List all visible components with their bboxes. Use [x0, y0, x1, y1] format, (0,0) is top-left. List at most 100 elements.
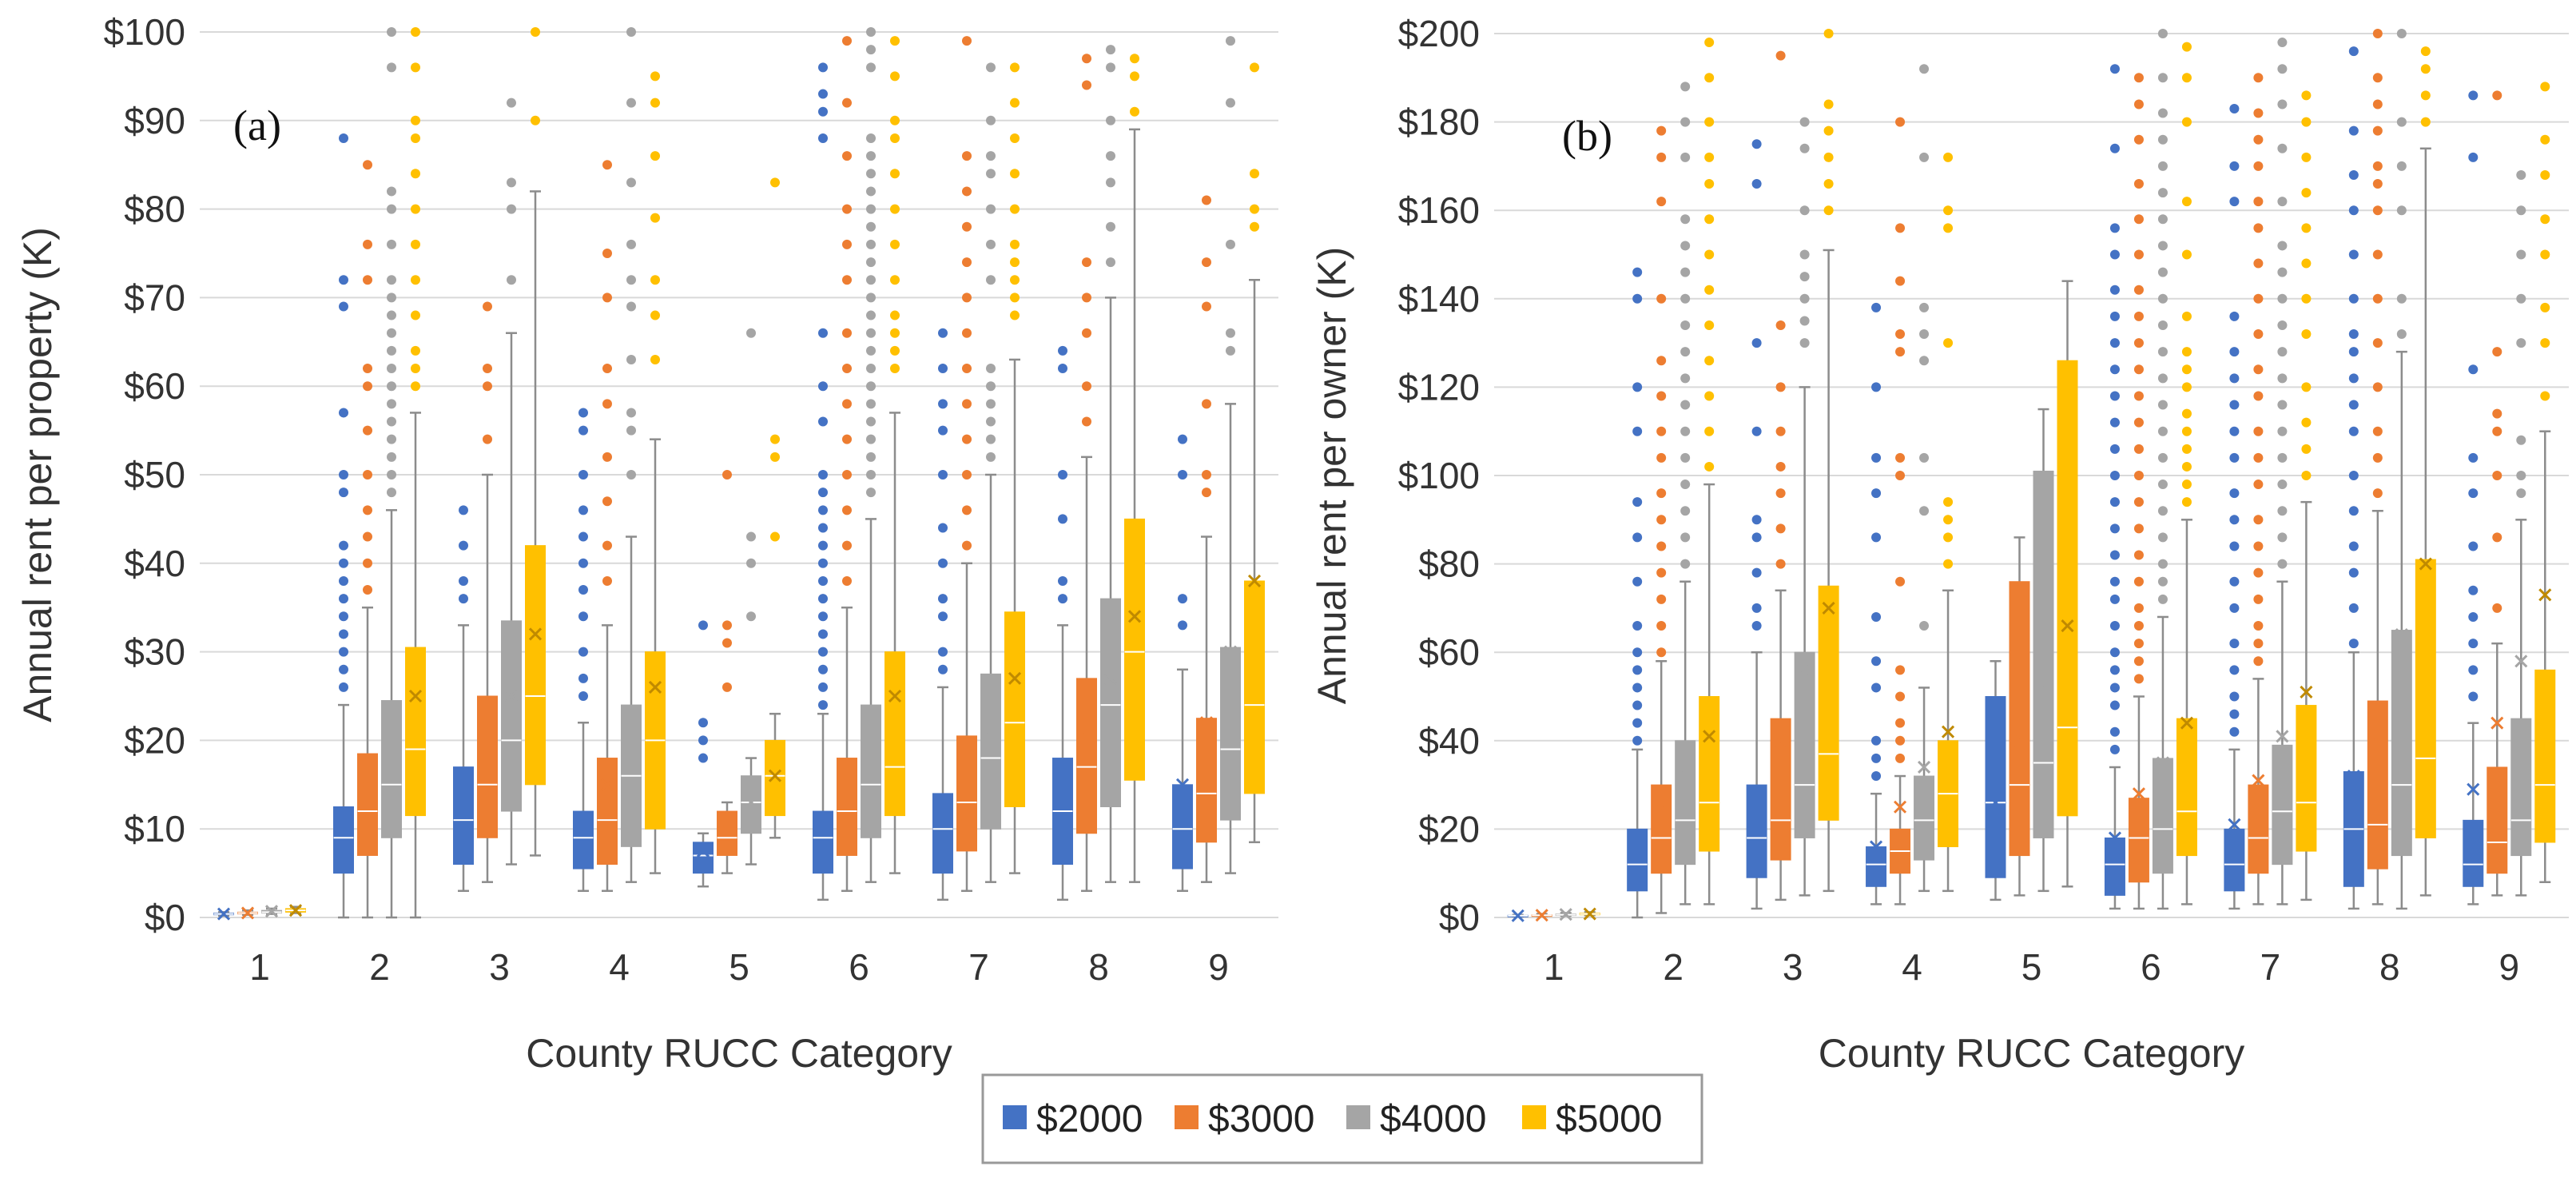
- box-8-5000: [1124, 54, 1145, 883]
- box-9-2000: [2463, 90, 2484, 905]
- outlier-point: [818, 328, 828, 338]
- outlier-point: [1919, 506, 1930, 516]
- outlier-point: [818, 523, 828, 533]
- outlier-point: [2109, 726, 2120, 737]
- outlier-point: [986, 364, 996, 374]
- outlier-point: [962, 364, 972, 374]
- box-9-3000: [1196, 195, 1217, 883]
- box-8-3000: [2367, 29, 2388, 905]
- outlier-point: [1871, 532, 1882, 543]
- box-5-5000: [765, 177, 785, 839]
- outlier-point: [2157, 161, 2168, 171]
- outlier-point: [890, 169, 900, 179]
- outlier-point: [411, 27, 420, 37]
- mean-marker: [2300, 685, 2313, 699]
- box-2-4000: [381, 27, 402, 919]
- iqr-box: [2248, 784, 2269, 874]
- outlier-point: [842, 470, 852, 480]
- outlier-point: [1943, 559, 1954, 569]
- outlier-point: [1823, 99, 1834, 109]
- outlier-point: [746, 531, 756, 542]
- outlier-point: [1751, 426, 1762, 436]
- outlier-point: [1895, 452, 1906, 463]
- outlier-point: [2229, 726, 2240, 737]
- legend-swatch-3000: [1175, 1105, 1199, 1129]
- outlier-point: [1823, 152, 1834, 162]
- outlier-point: [1010, 62, 1020, 73]
- outlier-point: [2468, 364, 2479, 375]
- outlier-point: [2133, 73, 2144, 83]
- outlier-point: [1775, 320, 1786, 330]
- outlier-point: [866, 364, 876, 374]
- outlier-point: [746, 558, 756, 568]
- outlier-point: [698, 735, 708, 746]
- iqr-box: [980, 673, 1001, 830]
- iqr-box: [2534, 669, 2556, 843]
- outlier-point: [1010, 98, 1020, 108]
- outlier-point: [1250, 62, 1259, 73]
- outlier-point: [986, 115, 996, 125]
- box-1-5000: [1579, 907, 1600, 921]
- outlier-point: [2133, 285, 2144, 295]
- mean-marker: [336, 822, 351, 836]
- iqr-box: [1818, 585, 1839, 821]
- outlier-point: [1632, 647, 1643, 658]
- y-tick-label: $80: [1418, 543, 1480, 585]
- box-7-5000: [1004, 62, 1025, 874]
- box-1-3000: [237, 906, 258, 920]
- panel-b-y-axis-title: Annual rent per owner (K): [1310, 247, 1354, 705]
- outlier-point: [339, 664, 348, 675]
- outlier-point: [2109, 550, 2120, 560]
- mean-marker: [2395, 628, 2408, 642]
- outlier-point: [2277, 559, 2288, 569]
- legend-label-3000: $3000: [1208, 1098, 1314, 1140]
- outlier-point: [2468, 611, 2479, 622]
- outlier-point: [2348, 347, 2359, 357]
- outlier-point: [387, 239, 396, 249]
- mean-marker: [384, 734, 399, 747]
- outlier-point: [1632, 267, 1643, 277]
- outlier-point: [2540, 82, 2550, 92]
- outlier-point: [1632, 382, 1643, 392]
- outlier-point: [339, 470, 348, 480]
- outlier-point: [818, 106, 828, 117]
- x-tick-label: 2: [1663, 946, 1684, 988]
- box-8-5000: [2415, 46, 2436, 897]
- outlier-point: [387, 204, 396, 214]
- mean-marker: [936, 814, 950, 827]
- mean-marker: [1127, 610, 1142, 623]
- outlier-point: [2516, 169, 2526, 180]
- mean-marker: [1893, 800, 1907, 814]
- outlier-point: [818, 629, 828, 639]
- box-3-4000: [501, 98, 522, 866]
- outlier-point: [602, 160, 612, 170]
- outlier-point: [531, 115, 540, 125]
- mean-marker: [480, 742, 495, 756]
- outlier-point: [986, 169, 996, 179]
- outlier-point: [387, 416, 396, 427]
- mean-marker: [2156, 756, 2170, 770]
- y-tick-label: $80: [124, 189, 185, 230]
- outlier-point: [962, 540, 972, 551]
- outlier-point: [1656, 567, 1667, 578]
- panel-a-label: (a): [233, 101, 281, 149]
- outlier-point: [411, 381, 420, 392]
- outlier-point: [698, 620, 708, 631]
- outlier-point: [1751, 621, 1762, 631]
- box-9-4000: [1220, 36, 1241, 874]
- outlier-point: [2229, 426, 2240, 436]
- outlier-point: [1058, 364, 1067, 374]
- outlier-point: [866, 239, 876, 249]
- outlier-point: [363, 558, 372, 568]
- outlier-point: [2277, 532, 2288, 543]
- outlier-point: [1943, 223, 1954, 233]
- box-2-3000: [357, 160, 378, 919]
- outlier-point: [2420, 117, 2431, 127]
- mean-marker: [624, 734, 638, 747]
- y-tick-label: $60: [124, 365, 185, 407]
- outlier-point: [1775, 382, 1786, 392]
- mean-marker: [1199, 716, 1214, 730]
- outlier-point: [1106, 151, 1115, 161]
- outlier-point: [2492, 90, 2502, 101]
- outlier-point: [626, 425, 636, 436]
